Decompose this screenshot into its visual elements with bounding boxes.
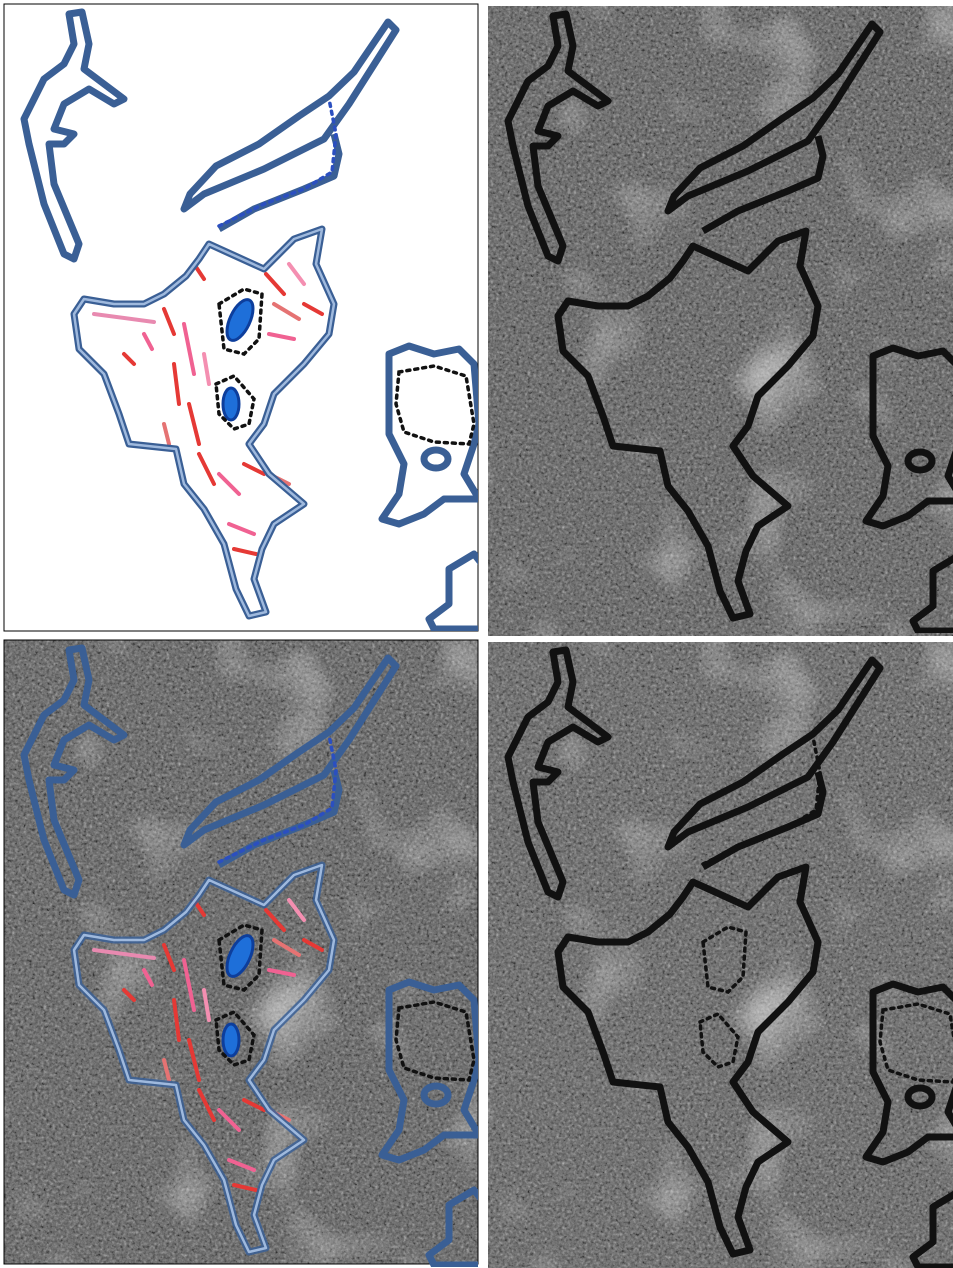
aerial-fields — [488, 642, 953, 1268]
aerial-fields — [488, 6, 953, 636]
panel-outline-map — [3, 3, 479, 632]
panel-aerial-outline — [488, 6, 953, 636]
panel-aerial-later — [488, 642, 953, 1268]
panel-frame — [3, 639, 479, 1265]
panel-aerial-overlay — [3, 639, 479, 1265]
